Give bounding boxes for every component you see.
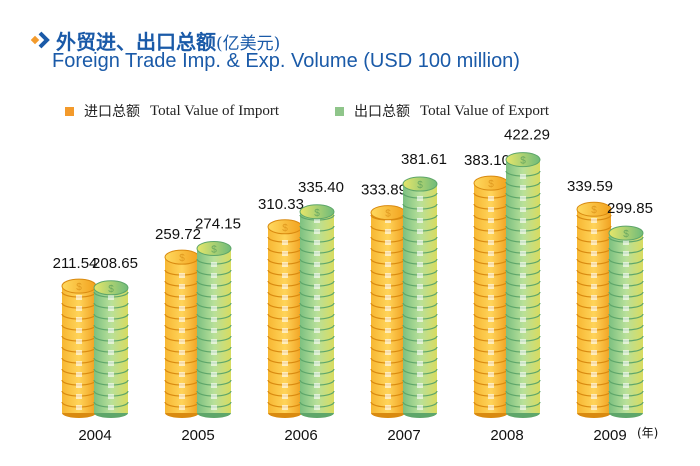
year-label: 2004 <box>78 427 111 444</box>
year-label: 2006 <box>284 427 317 444</box>
year-label: 2009 <box>593 427 626 444</box>
import-bar-2008: $ <box>473 175 509 418</box>
year-label: 2007 <box>387 427 420 444</box>
title-english: Foreign Trade Imp. & Exp. Volume (USD 10… <box>52 50 520 72</box>
import-value-label: 259.72 <box>155 226 201 243</box>
import-value-label: 383.10 <box>464 152 510 169</box>
import-bar-2007: $ <box>370 205 406 418</box>
export-bar-2008: $ <box>505 152 541 418</box>
arrow-bullet-icon <box>31 31 50 49</box>
import-bar-2006: $ <box>267 219 303 418</box>
year-label: 2008 <box>490 427 523 444</box>
export-bar-2004: $ <box>93 280 129 418</box>
export-bar-2005: $ <box>196 241 232 418</box>
legend-export-cn: 出口总额 <box>354 104 410 120</box>
import-value-label: 333.89 <box>361 182 407 199</box>
dollar-icon: $ <box>417 180 423 191</box>
import-bar-2004: $ <box>61 278 97 418</box>
export-bar-2006: $ <box>299 204 335 418</box>
dollar-icon: $ <box>76 282 82 293</box>
dollar-icon: $ <box>591 205 597 216</box>
dollar-icon: $ <box>108 284 114 295</box>
export-value-label: 335.40 <box>298 179 344 196</box>
import-value-label: 310.33 <box>258 196 304 213</box>
legend-export: 出口总额 Total Value of Export <box>335 101 549 121</box>
legend-import: 进口总额 Total Value of Import <box>65 101 279 121</box>
legend-import-cn: 进口总额 <box>84 104 140 120</box>
legend-export-en: Total Value of Export <box>420 102 550 119</box>
dollar-icon: $ <box>314 208 320 219</box>
dollar-icon: $ <box>520 156 526 167</box>
export-value-label: 381.61 <box>401 151 447 168</box>
export-value-label: 299.85 <box>607 200 653 217</box>
title-chinese: 外贸进、出口总额(亿美元) <box>56 26 280 55</box>
export-value-label: 422.29 <box>504 127 550 144</box>
dollar-icon: $ <box>211 245 217 256</box>
export-bar-2007: $ <box>402 176 438 418</box>
export-value-label: 274.15 <box>195 216 241 233</box>
dollar-icon: $ <box>385 209 391 220</box>
import-bar-2005: $ <box>164 249 200 418</box>
title-cn-text: 外贸进、出口总额 <box>56 30 216 54</box>
import-value-label: 339.59 <box>567 178 613 195</box>
title-cn-unit: (亿美元) <box>216 34 281 54</box>
legend-swatch-import <box>65 106 74 116</box>
legend-import-en: Total Value of Import <box>150 102 280 119</box>
dollar-icon: $ <box>282 223 288 234</box>
x-unit-label: (年) <box>637 426 658 440</box>
export-value-label: 208.65 <box>92 255 138 272</box>
year-label: 2005 <box>181 427 214 444</box>
export-bar-2009: $ <box>608 225 644 418</box>
dollar-icon: $ <box>488 179 494 190</box>
dollar-icon: $ <box>623 229 629 240</box>
import-bar-2009: $ <box>576 201 612 418</box>
legend-swatch-export <box>335 106 344 116</box>
import-value-label: 211.54 <box>53 255 98 272</box>
dollar-icon: $ <box>179 253 185 264</box>
